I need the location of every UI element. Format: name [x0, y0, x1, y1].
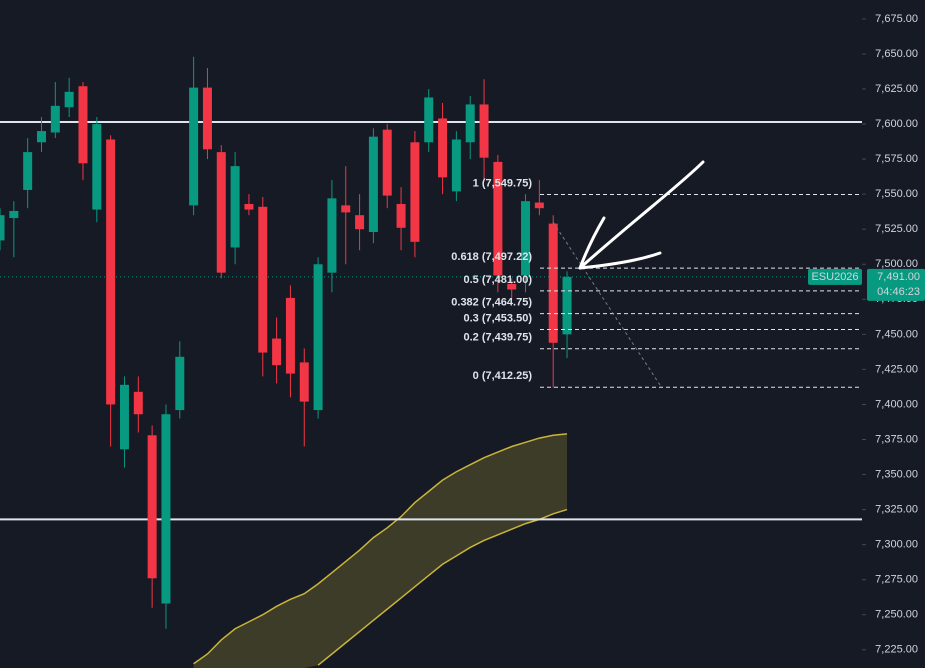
candle-body — [64, 91, 74, 108]
candle-body — [451, 139, 461, 192]
y-tick-label: 7,525.00 — [875, 223, 918, 235]
y-tick-label: 7,400.00 — [875, 398, 918, 410]
y-tick-label: 7,225.00 — [875, 644, 918, 656]
candle-body — [285, 297, 295, 374]
candle-body — [189, 87, 199, 206]
y-tick-label: 7,575.00 — [875, 153, 918, 165]
y-tick-label: 7,425.00 — [875, 363, 918, 375]
band-fill — [193, 433, 568, 668]
candle-body — [410, 142, 420, 242]
y-tick-label: 7,325.00 — [875, 503, 918, 515]
candle-body — [230, 166, 240, 248]
y-tick-label: 7,550.00 — [875, 188, 918, 200]
arrow-drawing — [578, 160, 705, 270]
fib-level-label: 0.2 (7,439.75) — [464, 332, 533, 344]
candle-body — [161, 414, 171, 604]
candle-body — [36, 131, 46, 143]
fib-level-label: 0.618 (7,497.22) — [451, 251, 532, 263]
candle-body — [147, 435, 157, 579]
fib-level-label: 0.3 (7,453.50) — [464, 312, 533, 324]
y-tick-label: 7,250.00 — [875, 609, 918, 621]
candle-body — [133, 391, 143, 415]
candle-body — [216, 152, 226, 273]
candle-body — [313, 264, 323, 411]
symbol-label: ESU2026 — [811, 271, 858, 283]
candle-body — [244, 203, 254, 210]
candle-body — [0, 215, 5, 241]
last-price-tag — [867, 268, 925, 301]
candle-body — [50, 105, 60, 133]
candle-body — [23, 152, 33, 190]
candle-body — [562, 276, 572, 335]
y-tick-label: 7,300.00 — [875, 539, 918, 551]
candle-body — [341, 205, 351, 213]
candle-body — [92, 124, 102, 210]
y-tick-label: 7,350.00 — [875, 468, 918, 480]
candle-body — [106, 139, 116, 405]
candle-body — [175, 356, 185, 411]
countdown-label: 04:46:23 — [877, 286, 920, 298]
y-tick-label: 7,450.00 — [875, 328, 918, 340]
candle-body — [507, 283, 517, 290]
candle-body — [438, 118, 448, 178]
y-tick-label: 7,600.00 — [875, 118, 918, 130]
candle-body — [272, 338, 282, 366]
candle-body — [355, 215, 365, 230]
candle-body — [521, 201, 531, 276]
candle-body — [9, 210, 19, 218]
y-tick-label: 7,675.00 — [875, 13, 918, 25]
fib-level-label: 0 (7,412.25) — [473, 370, 533, 382]
candle-body — [465, 104, 475, 143]
fib-level-label: 0.5 (7,481.00) — [464, 274, 533, 286]
y-tick-label: 7,500.00 — [875, 258, 918, 270]
candle-body — [258, 206, 268, 353]
candle-body — [479, 104, 489, 158]
last-price-label: 7,491.00 — [877, 271, 920, 283]
candle-body — [548, 223, 558, 343]
candle-body — [534, 202, 544, 209]
candle-body — [119, 384, 129, 450]
candle-body — [493, 161, 503, 276]
y-tick-label: 7,650.00 — [875, 48, 918, 60]
candle-body — [396, 203, 406, 228]
band-lower-line — [317, 508, 568, 666]
symbol-tag — [808, 268, 862, 285]
candle-body — [368, 136, 378, 233]
candle-body — [424, 97, 434, 143]
fib-level-label: 0.382 (7,464.75) — [451, 297, 532, 309]
fib-level-label: 1 (7,549.75) — [473, 177, 533, 189]
candle-body — [327, 198, 337, 273]
candle-body — [202, 87, 212, 150]
candle-body — [78, 86, 88, 164]
candle-body — [382, 129, 392, 196]
band-upper-line — [193, 433, 568, 665]
candle-body — [299, 362, 309, 402]
y-tick-label: 7,375.00 — [875, 433, 918, 445]
y-tick-label: 7,275.00 — [875, 574, 918, 586]
y-tick-label: 7,625.00 — [875, 83, 918, 95]
